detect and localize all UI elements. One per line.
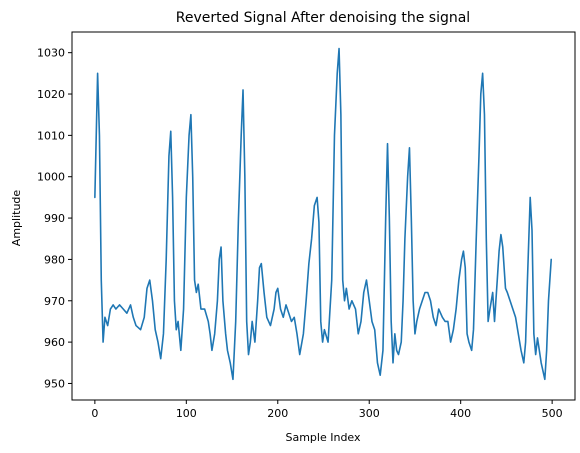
y-tick-label: 960 <box>44 336 65 349</box>
y-tick-label: 980 <box>44 253 65 266</box>
x-tick-label: 200 <box>267 407 288 420</box>
y-axis-label: Amplitude <box>10 190 23 247</box>
y-tick-label: 950 <box>44 377 65 390</box>
x-tick-label: 500 <box>542 407 563 420</box>
y-tick-label: 990 <box>44 212 65 225</box>
y-axis: 950 960 970 980 990 1000 1010 1020 1030 <box>37 47 72 390</box>
y-tick-label: 1010 <box>37 129 65 142</box>
y-tick-label: 1000 <box>37 171 65 184</box>
x-tick-label: 100 <box>176 407 197 420</box>
chart-title: Reverted Signal After denoising the sign… <box>176 10 470 26</box>
x-tick-label: 0 <box>91 407 98 420</box>
y-tick-label: 1030 <box>37 47 65 60</box>
y-tick-label: 970 <box>44 295 65 308</box>
y-tick-label: 1020 <box>37 88 65 101</box>
data-layer <box>94 47 553 381</box>
x-tick-label: 300 <box>359 407 380 420</box>
series-line-0 <box>94 47 553 381</box>
x-tick-label: 400 <box>450 407 471 420</box>
plot-frame <box>71 31 576 401</box>
x-axis: 0 100 200 300 400 500 <box>91 400 563 420</box>
x-axis-label: Sample Index <box>285 431 361 444</box>
